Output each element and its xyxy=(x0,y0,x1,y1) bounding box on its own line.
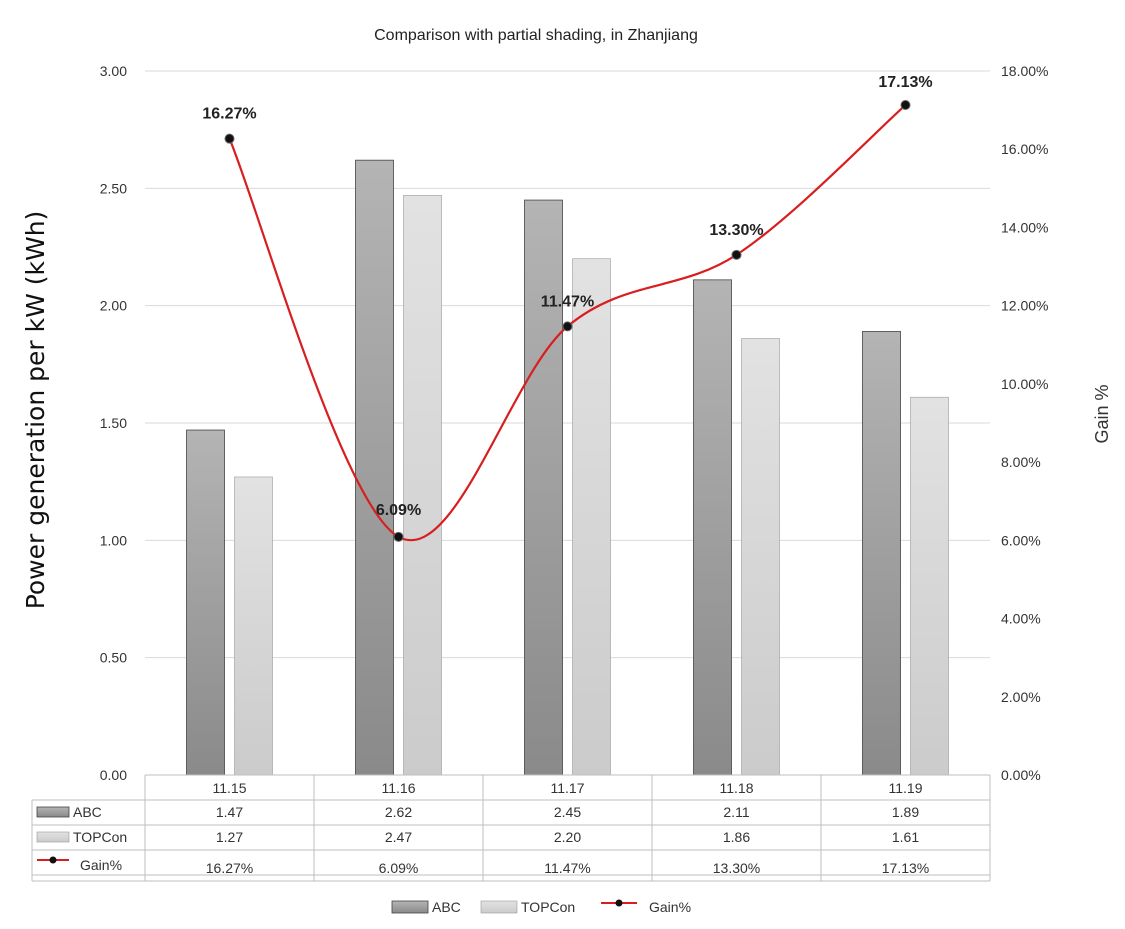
gain-data-label: 6.09% xyxy=(376,502,421,519)
table-cell: 17.13% xyxy=(882,860,929,876)
y-tick-label: 3.00 xyxy=(100,63,127,79)
bar-abc xyxy=(186,429,225,776)
bar-abc xyxy=(355,159,394,776)
gain-marker xyxy=(562,321,573,332)
table-cell: 2.45 xyxy=(554,804,581,820)
table-cell: 6.09% xyxy=(379,860,419,876)
bar-topcon xyxy=(234,476,273,776)
legend-swatch-abc xyxy=(391,900,429,914)
y2-tick-label: 12.00% xyxy=(1001,298,1048,314)
table-cell: 1.27 xyxy=(216,829,243,845)
y-tick-label: 1.00 xyxy=(100,532,127,548)
table-cell: 2.11 xyxy=(723,804,749,820)
y2-axis-ticks: 0.00% 2.00% 4.00% 6.00% 8.00% 10.00% 12.00% 14.… xyxy=(1001,63,1048,783)
table-category: 11.16 xyxy=(382,780,416,796)
gain-data-label: 11.47% xyxy=(541,293,594,310)
table-cell: 13.30% xyxy=(713,860,760,876)
y2-tick-label: 8.00% xyxy=(1001,454,1041,470)
chart-title: Comparison with partial shading, in Zhan… xyxy=(374,27,698,44)
data-table: 11.15 11.16 11.17 11.18 11.19 ABC 1.47 2.62 2.45… xyxy=(31,774,991,882)
table-cell: 1.47 xyxy=(216,804,243,820)
bar-topcon xyxy=(403,195,442,776)
table-row-label: Gain% xyxy=(80,857,122,873)
bars xyxy=(186,159,949,776)
table-row-label: ABC xyxy=(73,804,102,820)
table-cell: 16.27% xyxy=(206,860,253,876)
bar-topcon xyxy=(572,258,611,776)
bar-abc xyxy=(862,331,901,776)
legend-swatch-topcon xyxy=(480,900,518,914)
gain-marker xyxy=(224,133,235,144)
bar-topcon xyxy=(910,396,949,776)
gain-marker xyxy=(393,531,404,542)
gain-marker xyxy=(900,100,911,111)
table-category: 11.15 xyxy=(213,780,247,796)
table-cell: 2.20 xyxy=(554,829,581,845)
table-cell: 1.61 xyxy=(892,829,919,845)
y-tick-label: 2.50 xyxy=(100,180,127,196)
y-axis-ticks: 0.00 0.50 1.00 1.50 2.00 2.50 3.00 xyxy=(100,63,127,783)
legend-key-abc xyxy=(36,806,70,818)
gain-data-label: 13.30% xyxy=(709,222,763,239)
y2-tick-label: 14.00% xyxy=(1001,219,1048,235)
legend-key-gain-marker xyxy=(49,856,57,864)
y2-tick-label: 10.00% xyxy=(1001,376,1048,392)
table-cell: 1.86 xyxy=(723,829,750,845)
y2-tick-label: 16.00% xyxy=(1001,141,1048,157)
legend-swatch-gain-marker xyxy=(615,899,623,907)
legend-label-gain: Gain% xyxy=(649,899,691,915)
gridlines xyxy=(145,70,990,776)
y2-tick-label: 6.00% xyxy=(1001,532,1041,548)
gain-marker xyxy=(731,249,742,260)
y2-tick-label: 2.00% xyxy=(1001,689,1041,705)
legend-key-topcon xyxy=(36,831,70,843)
table-cell: 1.89 xyxy=(892,804,919,820)
legend: ABC TOPCon Gain% xyxy=(391,899,691,915)
y2-tick-label: 0.00% xyxy=(1001,767,1041,783)
y2-tick-label: 4.00% xyxy=(1001,611,1041,627)
table-cell: 2.62 xyxy=(385,804,412,820)
bar-abc xyxy=(693,279,732,776)
table-category: 11.17 xyxy=(551,780,585,796)
y-tick-label: 0.00 xyxy=(100,767,127,783)
gain-data-label: 16.27% xyxy=(202,106,256,123)
bar-topcon xyxy=(741,338,780,776)
y-tick-label: 2.00 xyxy=(100,298,127,314)
table-cell: 2.47 xyxy=(385,829,412,845)
legend-label-topcon: TOPCon xyxy=(521,899,575,915)
gain-line-path xyxy=(228,104,907,542)
table-row-label: TOPCon xyxy=(73,829,127,845)
y2-axis-label: Gain % xyxy=(1092,384,1112,443)
gain-line: 16.27% 6.09% 11.47% 13.30% 17.13% xyxy=(202,74,933,542)
y2-tick-label: 18.00% xyxy=(1001,63,1048,79)
legend-label-abc: ABC xyxy=(432,899,461,915)
bar-abc xyxy=(524,199,563,776)
y-axis-label: Power generation per kW (kWh) xyxy=(21,211,50,610)
table-category: 11.19 xyxy=(889,780,923,796)
table-cell: 11.47% xyxy=(544,860,590,876)
y-tick-label: 0.50 xyxy=(100,650,127,666)
gain-data-label: 17.13% xyxy=(878,74,932,91)
table-category: 11.18 xyxy=(720,780,754,796)
y-tick-label: 1.50 xyxy=(100,415,127,431)
